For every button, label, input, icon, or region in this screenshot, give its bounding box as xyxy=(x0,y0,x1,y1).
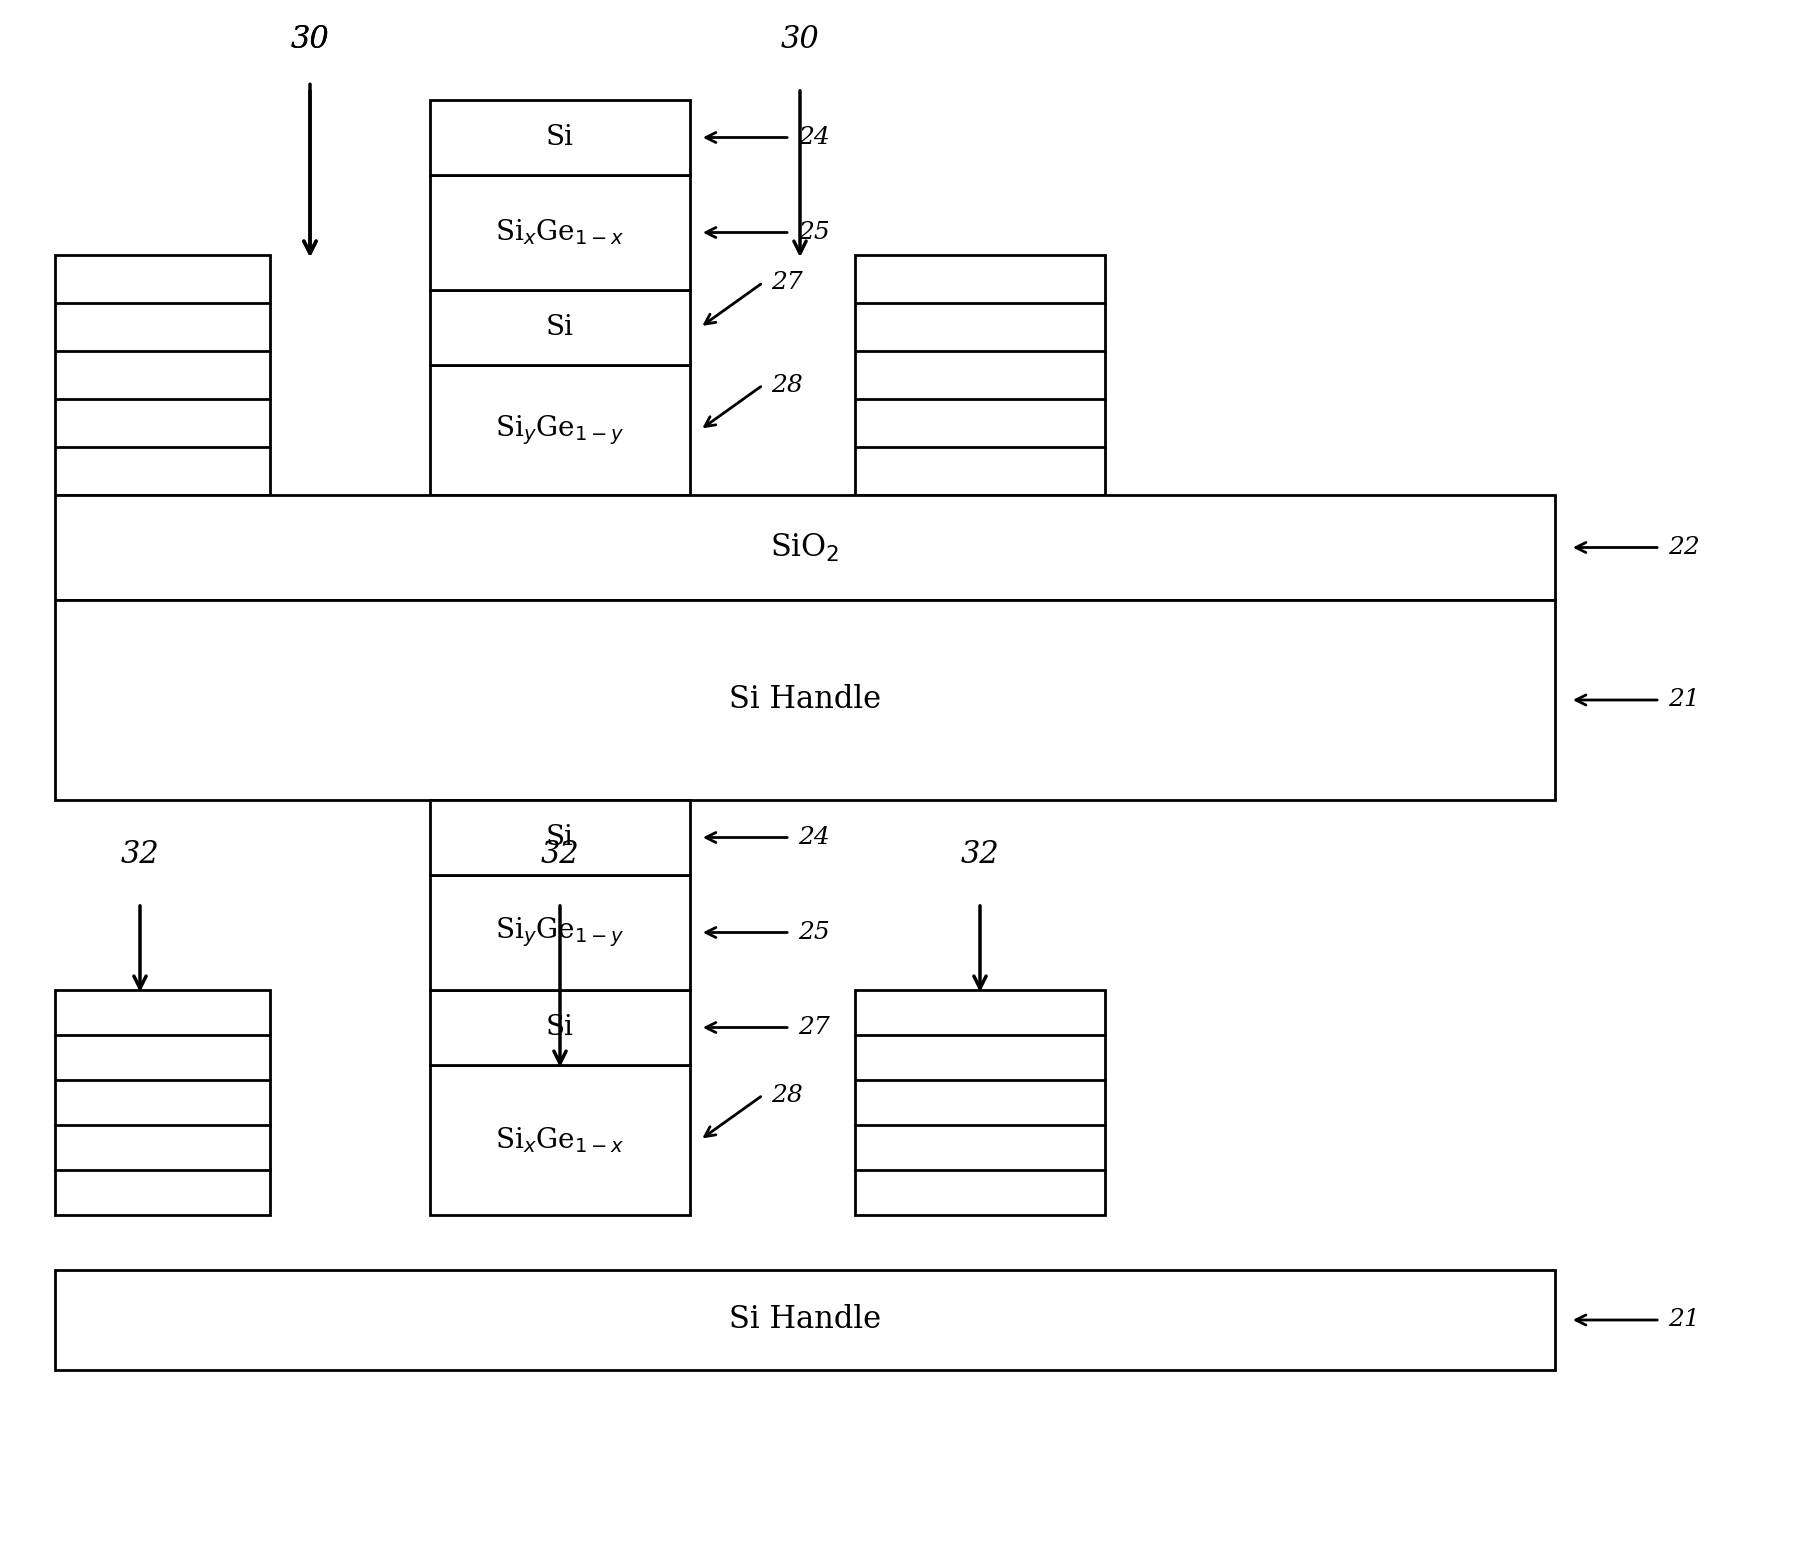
Bar xyxy=(856,990,1105,1215)
Text: 22: 22 xyxy=(1668,536,1700,559)
Text: Si Handle: Si Handle xyxy=(729,684,881,715)
Text: 24: 24 xyxy=(798,127,830,150)
Text: Si Handle: Si Handle xyxy=(729,1305,881,1336)
Text: 30: 30 xyxy=(291,25,329,56)
Text: 27: 27 xyxy=(798,1016,830,1039)
Bar xyxy=(430,100,690,174)
Bar xyxy=(430,990,690,1065)
Text: 32: 32 xyxy=(121,838,159,869)
Text: Si$_x$Ge$_{1-x}$: Si$_x$Ge$_{1-x}$ xyxy=(495,1126,625,1155)
Bar xyxy=(856,255,1105,496)
Bar xyxy=(430,290,690,364)
Text: 30: 30 xyxy=(780,25,819,56)
Text: 28: 28 xyxy=(771,1084,803,1107)
Bar xyxy=(430,1065,690,1215)
Text: 27: 27 xyxy=(771,272,803,293)
Bar xyxy=(54,990,271,1215)
Bar xyxy=(430,875,690,990)
Text: 30: 30 xyxy=(291,25,329,56)
Text: 21: 21 xyxy=(1668,1308,1700,1331)
Bar xyxy=(54,601,1554,800)
Text: Si: Si xyxy=(547,124,574,151)
Text: Si: Si xyxy=(547,824,574,851)
Text: Si: Si xyxy=(547,1014,574,1041)
Text: 25: 25 xyxy=(798,221,830,244)
Text: 28: 28 xyxy=(771,374,803,397)
Text: Si$_x$Ge$_{1-x}$: Si$_x$Ge$_{1-x}$ xyxy=(495,218,625,247)
Text: Si$_y$Ge$_{1-y}$: Si$_y$Ge$_{1-y}$ xyxy=(495,414,625,446)
Bar xyxy=(430,800,690,875)
Text: 32: 32 xyxy=(960,838,1000,869)
Bar xyxy=(430,364,690,496)
Text: 25: 25 xyxy=(798,922,830,943)
Bar xyxy=(430,174,690,290)
Bar xyxy=(54,496,1554,601)
Text: 21: 21 xyxy=(1668,689,1700,712)
Text: Si$_y$Ge$_{1-y}$: Si$_y$Ge$_{1-y}$ xyxy=(495,916,625,950)
Text: 24: 24 xyxy=(798,826,830,849)
Bar xyxy=(54,255,271,496)
Bar xyxy=(54,1271,1554,1370)
Text: 32: 32 xyxy=(542,838,579,869)
Text: Si: Si xyxy=(547,313,574,341)
Text: SiO$_2$: SiO$_2$ xyxy=(771,531,839,564)
